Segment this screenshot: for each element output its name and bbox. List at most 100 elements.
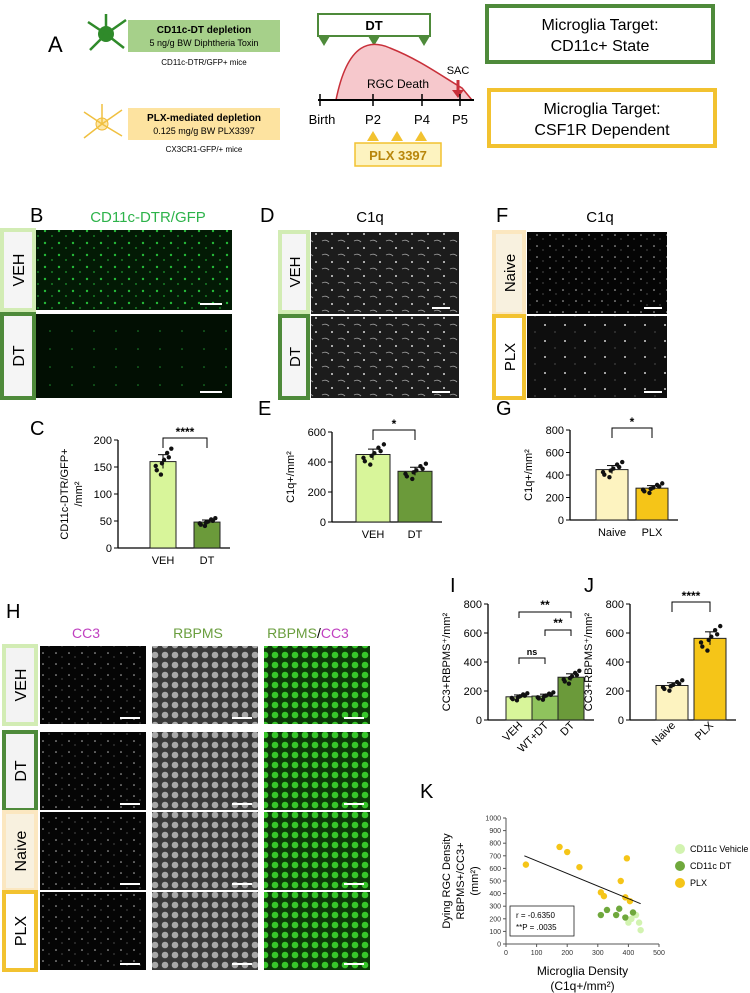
y-tick-label: 0 — [106, 543, 112, 555]
y-tick-label: 400 — [546, 470, 564, 482]
rgc-death-label: RGC Death — [367, 77, 429, 91]
panel-h-image-cc3 — [40, 892, 146, 970]
y-tick-label: 100 — [489, 929, 501, 936]
significance-label: ** — [553, 616, 563, 630]
scatter-point — [637, 926, 644, 934]
y-tick-label: 600 — [489, 866, 501, 873]
y-tick-label: 300 — [489, 904, 501, 911]
data-point — [361, 455, 366, 461]
panel-h-row-label-box — [2, 810, 38, 892]
panel-h-row-label: PLX — [13, 916, 30, 947]
legend-marker — [675, 861, 685, 871]
x-tick-label: 500 — [653, 950, 665, 957]
plx-arrow-3 — [415, 131, 427, 141]
y-tick-label: 800 — [464, 599, 482, 611]
scatter-point — [625, 919, 632, 926]
significance-label: * — [630, 415, 635, 429]
y-axis-label: C1q+/mm² — [523, 449, 535, 501]
x-tick-label: DT — [408, 529, 423, 541]
target2-line2: CSF1R Dependent — [534, 122, 670, 139]
data-point — [166, 455, 172, 460]
panel-label-e: E — [258, 398, 271, 420]
data-point — [372, 450, 377, 456]
data-point — [525, 691, 530, 696]
y-tick-label: 200 — [308, 487, 326, 499]
x-tick-label: 300 — [592, 950, 604, 957]
significance-label: **** — [176, 425, 195, 439]
significance-label: ** — [540, 598, 550, 612]
data-point — [203, 520, 209, 525]
panel-f-row-plx-label: PLX — [502, 343, 519, 371]
y-tick-label: 900 — [489, 828, 501, 835]
y-tick-label: 200 — [546, 493, 564, 505]
data-point — [208, 517, 214, 522]
legend-label: CD11c DT — [690, 861, 732, 871]
data-point — [510, 696, 515, 702]
data-point — [202, 523, 208, 529]
data-point — [674, 679, 680, 685]
x-tick-label: DT — [200, 555, 215, 567]
bar — [149, 461, 177, 549]
panel-d-title: C1q — [356, 209, 384, 226]
dt-box-title: CD11c-DT depletion — [157, 25, 251, 36]
plx-timeline-box — [354, 142, 442, 167]
panel-label-k: K — [420, 781, 434, 803]
scatter-point — [616, 905, 623, 912]
panel-h-image-rbpms — [152, 812, 258, 890]
chart-j: 0 200 400 600 800 Naive PLX CC3+RBPMS⁺/mm² **** — [583, 589, 736, 748]
panel-label-f: F — [496, 205, 508, 227]
chart-g: 0 200 400 600 800 Naive PLX C1q+/mm² * — [523, 415, 678, 539]
y-tick-label: 400 — [489, 891, 501, 898]
panel-d-row-dt-label: DT — [287, 347, 304, 367]
y-tick-label: 200 — [94, 435, 112, 447]
data-point — [546, 691, 552, 696]
data-point — [368, 462, 373, 467]
panel-h-image-merge — [264, 812, 370, 890]
y-tick-label: 800 — [546, 425, 564, 437]
data-point — [680, 678, 685, 683]
y-tick-label: 50 — [100, 516, 112, 528]
data-point — [541, 694, 547, 699]
data-point — [718, 623, 723, 629]
data-point — [648, 486, 653, 491]
data-point — [602, 472, 607, 477]
data-point — [376, 445, 381, 450]
x-tick-label: PLX — [693, 719, 717, 743]
data-point — [418, 464, 423, 469]
timepoint-p2: P2 — [365, 112, 381, 127]
y-tick-label: 0 — [618, 715, 624, 727]
data-point — [608, 468, 613, 473]
panel-b-row-dt-label: DT — [11, 345, 28, 367]
panel-h-image-merge — [264, 892, 370, 970]
plx-box-title: PLX-mediated depletion — [147, 113, 261, 124]
significance-bracket — [611, 427, 653, 438]
panel-f-row-plx-label-box — [492, 314, 526, 400]
panel-label-g: G — [496, 398, 512, 420]
target1-box — [485, 4, 715, 64]
data-point — [410, 476, 415, 482]
y-tick-label: 200 — [489, 916, 501, 923]
significance-bracket — [372, 429, 416, 440]
panel-f-row-naive-label: Naive — [502, 254, 519, 292]
y-tick-label: 800 — [489, 841, 501, 848]
data-point — [572, 670, 578, 676]
y-tick-label: 200 — [464, 686, 482, 698]
panel-b-image-dt — [36, 314, 232, 398]
timepoint-birth: Birth — [309, 112, 336, 127]
y-tick-label: 0 — [558, 515, 564, 527]
x-axis-label-unit: (C1q+/mm²) — [550, 979, 614, 993]
panel-h-row-label-box — [2, 890, 38, 972]
panel-h-row-label: VEH — [13, 669, 30, 702]
data-point — [714, 632, 720, 637]
panel-b-row-veh-label-box — [0, 228, 36, 312]
rgc-death-curve — [335, 43, 474, 101]
data-point — [198, 522, 203, 527]
x-tick-label: 0 — [504, 950, 508, 957]
dt-box-subtitle: 5 ng/g BW Diphtheria Toxin — [150, 38, 259, 48]
chart-e: 0 200 400 600 VEH DT C1q+/mm² * — [285, 417, 442, 541]
data-point — [607, 474, 612, 480]
legend-marker — [675, 844, 685, 854]
data-point — [362, 459, 368, 464]
legend-label: PLX — [690, 878, 707, 888]
